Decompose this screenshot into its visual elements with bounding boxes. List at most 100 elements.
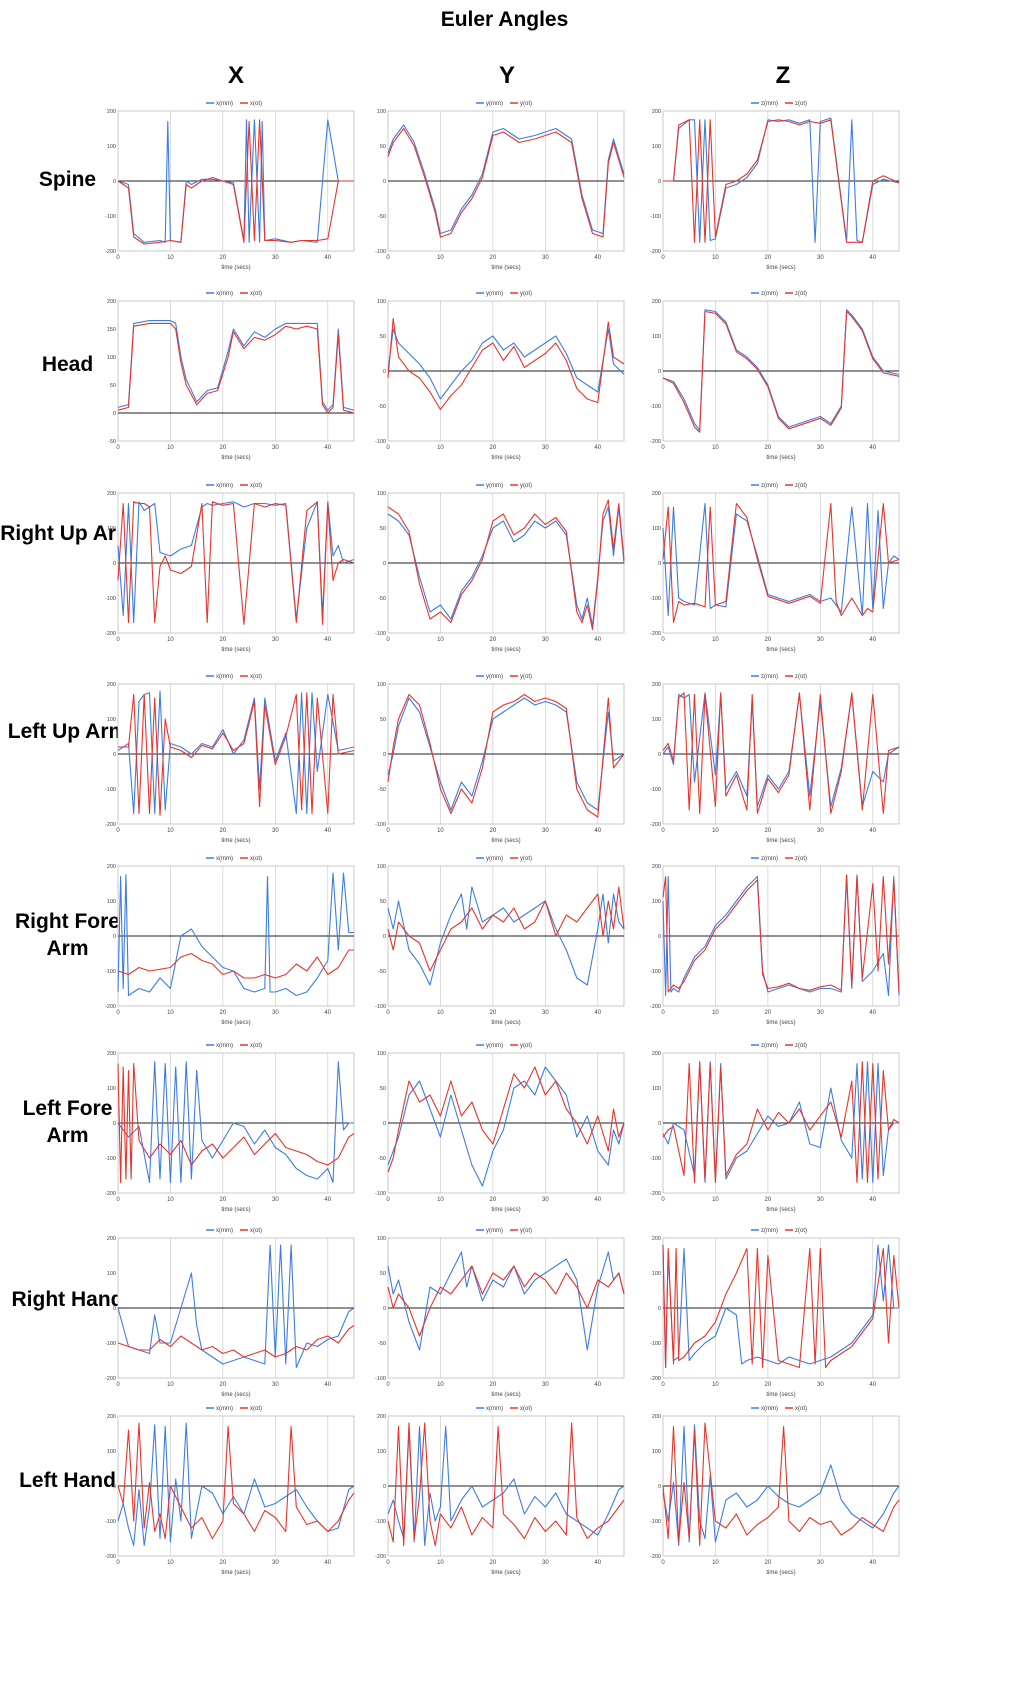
x-tick-label: 20 [220,1560,227,1566]
y-tick-label: 200 [652,1236,661,1242]
y-tick-label: 100 [652,717,661,723]
y-tick-label: 200 [652,1414,661,1420]
x-tick-label: 0 [386,1382,390,1388]
legend-label: y(mm) [486,1228,503,1234]
y-tick-label: 100 [107,144,116,150]
y-tick-label: -200 [650,1191,661,1197]
x-axis-label: time (secs) [221,647,250,653]
y-tick-label: -100 [650,404,661,410]
x-tick-label: 30 [817,828,824,834]
y-tick-label: -200 [105,1554,116,1560]
x-tick-label: 10 [712,828,719,834]
series-line-z-ot [662,502,900,624]
y-tick-label: -50 [378,787,386,793]
legend-label: x(ot) [250,291,262,297]
x-tick-label: 10 [167,1382,174,1388]
x-tick-label: 40 [324,1010,331,1016]
x-tick-label: 20 [765,1560,772,1566]
y-tick-label: -100 [105,1341,116,1347]
series-line-x-ot [662,1422,900,1547]
y-tick-label: -100 [375,1004,386,1010]
x-tick-label: 0 [661,1197,665,1203]
y-tick-label: 200 [652,491,661,497]
y-tick-label: -100 [105,596,116,602]
chart-svg: 0 10 20 30 40 -200 -100 0 100 200 time (secs) z(mm)… [650,483,900,653]
chart-svg: 0 10 20 30 40 -200 -100 0 100 200 time (secs) x(mm)… [105,1043,355,1213]
x-tick-label: 0 [386,445,390,451]
x-tick-label: 30 [542,1560,549,1566]
y-tick-label: 0 [383,369,386,375]
y-tick-label: -200 [105,822,116,828]
x-tick-label: 20 [490,637,497,643]
series-line-x-ot [117,119,354,245]
series-line-z-ot [662,874,900,993]
y-tick-label: -100 [650,787,661,793]
x-tick-label: 0 [386,255,390,261]
x-tick-label: 40 [324,1560,331,1566]
x-tick-label: 10 [712,1560,719,1566]
y-tick-label: 0 [383,934,386,940]
x-axis-label: time (secs) [766,838,795,844]
legend-label: y(ot) [520,291,532,297]
y-tick-label: -200 [650,249,661,255]
x-tick-label: 40 [869,828,876,834]
x-tick-label: 30 [542,1382,549,1388]
x-axis-label: time (secs) [221,1207,250,1213]
x-tick-label: 30 [542,445,549,451]
chart-right-hand-x: 0 10 20 30 40 -200 -100 0 100 200 time (secs) x(mm)… [100,1222,360,1405]
x-tick-label: 10 [437,1197,444,1203]
series-line-x-ot [117,1422,355,1540]
x-tick-label: 0 [386,1197,390,1203]
y-tick-label: -200 [105,1004,116,1010]
y-tick-label: 100 [377,299,386,305]
y-tick-label: 0 [658,179,661,185]
x-tick-label: 20 [765,445,772,451]
legend-label: x(ot) [520,1406,532,1412]
chart-right-hand-z: 0 10 20 30 40 -200 -100 0 100 200 time (secs) z(mm)… [645,1222,905,1405]
y-tick-label: 200 [107,1236,116,1242]
x-axis-label: time (secs) [766,647,795,653]
x-tick-label: 20 [220,637,227,643]
chart-svg: 0 10 20 30 40 -200 -100 0 100 200 time (secs) z(mm)… [650,674,900,844]
y-tick-label: 0 [658,1121,661,1127]
row-label-head: Head [41,353,94,376]
x-axis-label: time (secs) [766,1570,795,1576]
x-tick-label: 40 [324,255,331,261]
y-tick-label: 200 [107,491,116,497]
x-tick-label: 40 [594,1560,601,1566]
y-tick-label: 100 [377,491,386,497]
x-tick-label: 40 [869,1197,876,1203]
chart-right-fore-arm-y: 0 10 20 30 40 -100 -50 0 50 100 time (secs) y(mm) y(… [370,850,630,1033]
chart-right-hand-y: 0 10 20 30 40 -100 -50 0 50 100 time (secs) y(mm) y(… [370,1222,630,1405]
y-tick-label: 100 [377,682,386,688]
x-tick-label: 10 [712,1382,719,1388]
x-tick-label: 10 [437,1010,444,1016]
series-line-x-ot [117,322,355,414]
series-line-y-ot [387,1265,625,1337]
chart-left-fore-arm-z: 0 10 20 30 40 -200 -100 0 100 200 time (secs) z(mm)… [645,1037,905,1220]
series-line-y-ot [387,693,625,818]
y-tick-label: -100 [105,969,116,975]
x-tick-label: 0 [116,255,120,261]
series-line-z-ot [662,310,900,433]
series-line-x-ot [117,949,354,979]
x-tick-label: 40 [324,637,331,643]
series-line-x-ot [117,501,355,625]
y-tick-label: 200 [107,109,116,115]
y-tick-label: 50 [380,899,386,905]
row-label-left-up-arm: Left Up Arm [7,720,128,743]
y-tick-label: 100 [377,1236,386,1242]
y-tick-label: -50 [378,969,386,975]
x-axis-label: time (secs) [491,1207,520,1213]
legend-label: y(mm) [486,856,503,862]
legend-label: y(ot) [520,1228,532,1234]
y-tick-label: 0 [658,934,661,940]
legend-label: z(ot) [795,856,807,862]
y-tick-label: 100 [652,1271,661,1277]
legend-label: y(ot) [520,674,532,680]
y-tick-label: 200 [377,1414,386,1420]
legend-label: x(ot) [250,101,262,107]
legend-label: z(mm) [761,291,778,297]
y-tick-label: 100 [652,526,661,532]
